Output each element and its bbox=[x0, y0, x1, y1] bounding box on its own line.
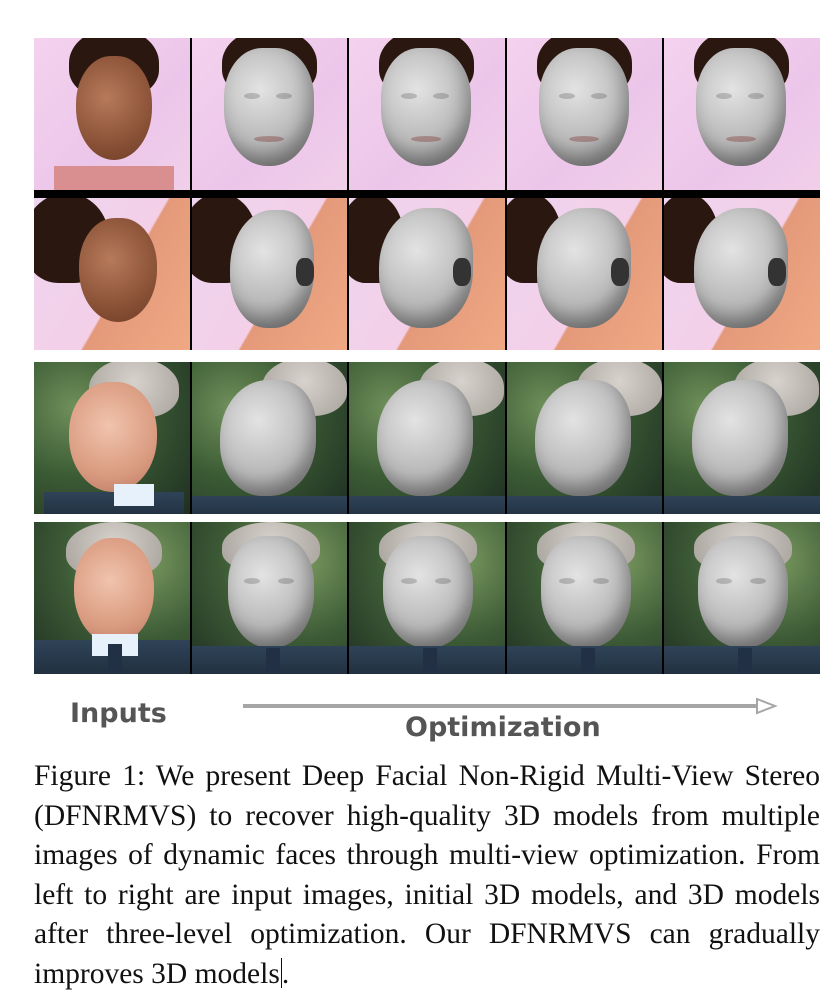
mesh-level1-woman-profile bbox=[349, 198, 505, 350]
mesh-level1-woman-front bbox=[349, 38, 505, 190]
input-image-woman-front bbox=[34, 38, 190, 190]
caption-end-punct: . bbox=[281, 957, 290, 990]
input-image-man-side bbox=[34, 362, 190, 514]
row-separator bbox=[34, 190, 820, 198]
text-cursor bbox=[280, 957, 282, 988]
mesh-level2-man-side bbox=[506, 362, 663, 514]
mesh-level2-man-front bbox=[506, 522, 663, 674]
mesh-level2-woman-front bbox=[506, 38, 663, 190]
row-man-side bbox=[34, 362, 820, 514]
row-man-front bbox=[34, 522, 820, 674]
row-woman-front bbox=[34, 38, 820, 190]
mesh-level3-woman-profile bbox=[664, 198, 820, 350]
mesh-level3-man-side bbox=[664, 362, 820, 514]
input-image-man-front bbox=[34, 522, 190, 674]
mesh-initial-woman-front bbox=[191, 38, 348, 190]
input-image-woman-profile bbox=[34, 198, 190, 350]
figure-labels: Inputs Optimization bbox=[0, 690, 835, 750]
mesh-level2-woman-profile bbox=[506, 198, 663, 350]
row-woman-profile bbox=[34, 198, 820, 350]
mesh-initial-woman-profile bbox=[191, 198, 348, 350]
mesh-level3-woman-front bbox=[664, 38, 820, 190]
caption-text: Figure 1: We present Deep Facial Non-Rig… bbox=[34, 760, 820, 990]
figure-caption: Figure 1: We present Deep Facial Non-Rig… bbox=[34, 757, 820, 994]
mesh-level3-man-front bbox=[664, 522, 820, 674]
optimization-label: Optimization bbox=[405, 712, 601, 743]
inputs-label: Inputs bbox=[70, 698, 167, 729]
mesh-initial-man-front bbox=[191, 522, 348, 674]
mesh-level1-man-front bbox=[349, 522, 505, 674]
optimization-arrow-icon bbox=[243, 697, 778, 715]
mesh-initial-man-side bbox=[191, 362, 348, 514]
mesh-level1-man-side bbox=[349, 362, 505, 514]
